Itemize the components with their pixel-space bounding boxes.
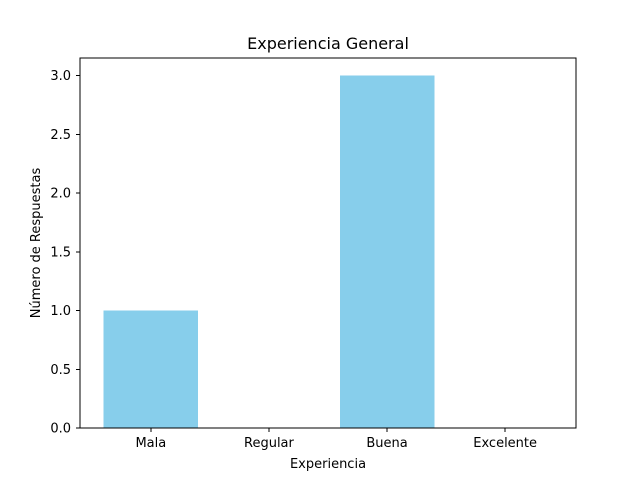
- x-tick-label-buena: Buena: [366, 436, 407, 451]
- y-tick-label-2-5: 2.5: [50, 128, 71, 143]
- y-tick-label-1-5: 1.5: [50, 245, 71, 260]
- chart-title: Experiencia General: [247, 34, 409, 53]
- x-tick-label-regular: Regular: [244, 436, 295, 451]
- x-tick-label-excelente: Excelente: [473, 436, 537, 451]
- y-tick-label-0-0: 0.0: [50, 422, 71, 437]
- y-axis-title: Número de Respuestas: [29, 168, 44, 319]
- bars-group: [103, 75, 435, 428]
- y-tick-label-1-0: 1.0: [50, 304, 71, 319]
- x-tick-label-mala: Mala: [135, 436, 166, 451]
- plot-frame: [79, 57, 577, 429]
- y-axis: 0.0 0.5 1.0 1.5 2.0 2.5 3.0: [50, 69, 80, 437]
- x-axis-title: Experiencia: [290, 457, 366, 472]
- y-tick-label-3-0: 3.0: [50, 69, 71, 84]
- y-tick-label-0-5: 0.5: [50, 363, 71, 378]
- x-axis: Mala Regular Buena Excelente: [135, 428, 537, 451]
- bar-buena: [339, 75, 435, 428]
- bar-mala: [103, 310, 199, 428]
- y-tick-label-2-0: 2.0: [50, 187, 71, 202]
